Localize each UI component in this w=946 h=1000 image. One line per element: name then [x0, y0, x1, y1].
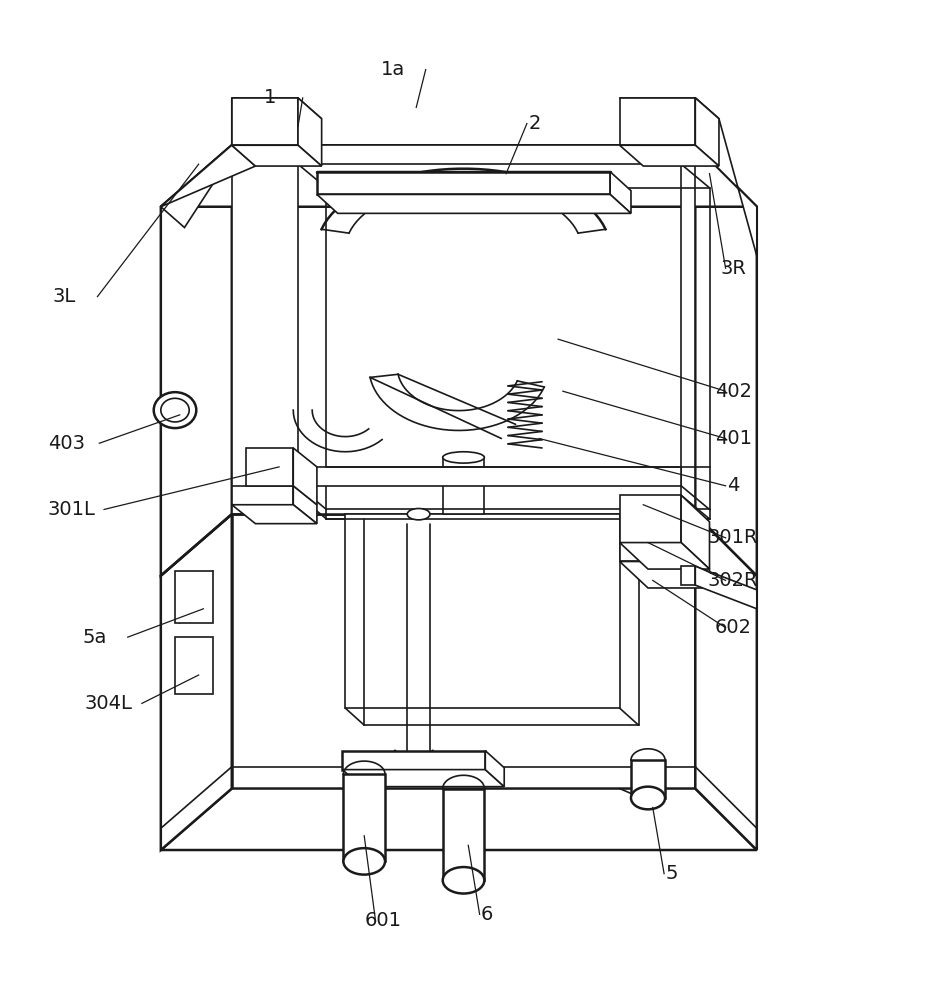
Ellipse shape [343, 848, 385, 875]
Text: 304L: 304L [85, 694, 132, 713]
Text: 403: 403 [47, 434, 85, 453]
Polygon shape [175, 637, 213, 694]
Ellipse shape [443, 867, 484, 894]
Polygon shape [161, 145, 757, 207]
Polygon shape [345, 514, 620, 708]
Text: 5: 5 [665, 864, 678, 883]
Polygon shape [695, 98, 757, 256]
Text: 1: 1 [263, 88, 276, 107]
Ellipse shape [408, 509, 429, 520]
Polygon shape [443, 789, 484, 880]
Polygon shape [620, 561, 710, 588]
Text: 1a: 1a [380, 60, 405, 79]
Polygon shape [161, 145, 232, 576]
Polygon shape [161, 789, 757, 850]
Polygon shape [246, 448, 293, 486]
Text: 401: 401 [714, 429, 752, 448]
Ellipse shape [631, 787, 665, 809]
Text: 601: 601 [364, 911, 402, 930]
Polygon shape [610, 172, 631, 213]
Polygon shape [175, 571, 213, 623]
Polygon shape [620, 98, 695, 145]
Polygon shape [317, 172, 610, 194]
Polygon shape [443, 457, 484, 514]
Text: 302R: 302R [708, 571, 759, 590]
Polygon shape [620, 98, 719, 119]
Polygon shape [695, 98, 719, 166]
Text: 4: 4 [727, 476, 740, 495]
Polygon shape [343, 774, 385, 861]
Polygon shape [232, 98, 298, 145]
Polygon shape [161, 514, 232, 850]
Polygon shape [695, 145, 757, 576]
Text: 2: 2 [528, 114, 541, 133]
Polygon shape [293, 486, 317, 524]
Polygon shape [161, 145, 255, 207]
Polygon shape [293, 448, 317, 505]
Polygon shape [232, 505, 317, 524]
Ellipse shape [443, 452, 484, 463]
Polygon shape [620, 543, 681, 561]
Polygon shape [232, 486, 293, 505]
Polygon shape [232, 145, 695, 164]
Polygon shape [298, 467, 681, 486]
Polygon shape [342, 770, 504, 787]
Text: 402: 402 [714, 382, 752, 401]
Text: 301L: 301L [47, 500, 95, 519]
Polygon shape [681, 495, 710, 569]
Polygon shape [232, 145, 695, 514]
Polygon shape [695, 566, 757, 609]
Polygon shape [695, 514, 757, 850]
Polygon shape [232, 514, 695, 789]
Text: 3R: 3R [720, 259, 746, 278]
Polygon shape [485, 751, 504, 787]
Polygon shape [232, 164, 298, 514]
Polygon shape [620, 543, 710, 569]
Text: 5a: 5a [82, 628, 107, 647]
Polygon shape [681, 566, 695, 585]
Polygon shape [342, 751, 485, 770]
Ellipse shape [161, 398, 189, 422]
Polygon shape [317, 194, 631, 213]
Polygon shape [232, 98, 322, 119]
Polygon shape [232, 145, 322, 166]
Polygon shape [681, 164, 695, 514]
Polygon shape [681, 543, 710, 588]
Text: 6: 6 [481, 905, 494, 924]
Text: 301R: 301R [708, 528, 759, 547]
Polygon shape [631, 760, 665, 798]
Polygon shape [161, 98, 255, 228]
Polygon shape [298, 98, 322, 166]
Ellipse shape [153, 392, 197, 428]
Polygon shape [620, 145, 719, 166]
Text: 3L: 3L [53, 287, 76, 306]
Text: 602: 602 [714, 618, 752, 637]
Polygon shape [620, 495, 681, 543]
